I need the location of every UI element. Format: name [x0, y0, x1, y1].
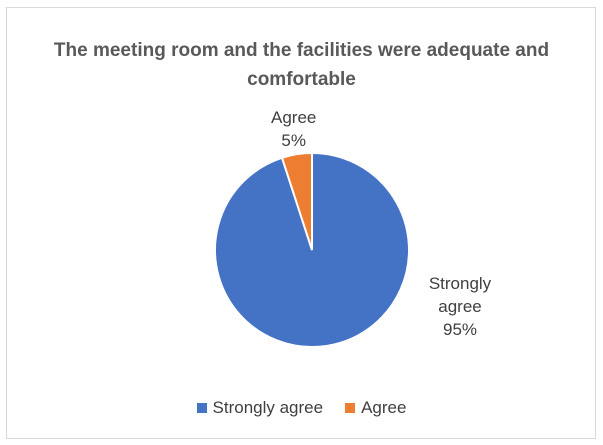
legend-label-strongly-agree: Strongly agree: [212, 398, 324, 417]
slice-label-agree: Agree 5%: [271, 106, 316, 152]
pie-slice-agree: [280, 151, 313, 251]
slice-label-agree-category: Agree: [271, 108, 317, 127]
slice-label-strongly-agree-value: 95%: [442, 320, 478, 339]
legend-swatch-strongly-agree: [196, 403, 207, 413]
legend-item-agree: Agree: [345, 398, 406, 418]
legend-label-agree: Agree: [361, 398, 407, 417]
slice-label-strongly-agree: Strongly agree 95%: [410, 272, 510, 341]
pie-slice-strongly-agree: [214, 151, 410, 348]
slice-label-agree-value: 5%: [281, 131, 306, 150]
legend-swatch-agree: [345, 403, 356, 413]
chart-title: The meeting room and the facilities were…: [53, 40, 550, 90]
slice-label-strongly-agree-category: Strongly agree: [428, 274, 492, 316]
legend-item-strongly-agree: Strongly agree: [196, 398, 324, 418]
chart-legend: Strongly agree Agree: [0, 398, 603, 418]
